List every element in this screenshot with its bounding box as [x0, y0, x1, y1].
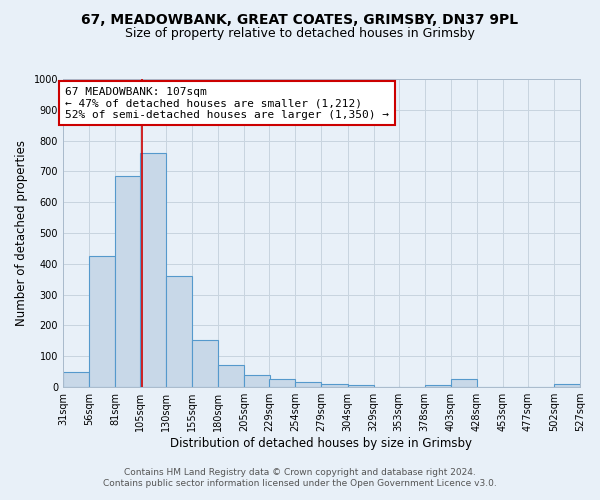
Y-axis label: Number of detached properties: Number of detached properties	[15, 140, 28, 326]
Bar	[140, 153, 166, 387]
Bar	[192, 340, 218, 387]
Bar	[218, 365, 244, 387]
Bar	[89, 256, 115, 387]
Bar	[244, 375, 271, 387]
Bar	[425, 384, 451, 387]
Bar	[63, 372, 89, 387]
X-axis label: Distribution of detached houses by size in Grimsby: Distribution of detached houses by size …	[170, 437, 472, 450]
Bar	[166, 276, 192, 387]
Bar	[347, 384, 374, 387]
Text: 67 MEADOWBANK: 107sqm
← 47% of detached houses are smaller (1,212)
52% of semi-d: 67 MEADOWBANK: 107sqm ← 47% of detached …	[65, 86, 389, 120]
Text: 67, MEADOWBANK, GREAT COATES, GRIMSBY, DN37 9PL: 67, MEADOWBANK, GREAT COATES, GRIMSBY, D…	[82, 12, 518, 26]
Bar	[269, 380, 295, 387]
Bar	[451, 380, 477, 387]
Bar	[554, 384, 580, 387]
Bar	[115, 176, 141, 387]
Bar	[295, 382, 322, 387]
Bar	[322, 384, 347, 387]
Text: Contains HM Land Registry data © Crown copyright and database right 2024.
Contai: Contains HM Land Registry data © Crown c…	[103, 468, 497, 487]
Text: Size of property relative to detached houses in Grimsby: Size of property relative to detached ho…	[125, 28, 475, 40]
